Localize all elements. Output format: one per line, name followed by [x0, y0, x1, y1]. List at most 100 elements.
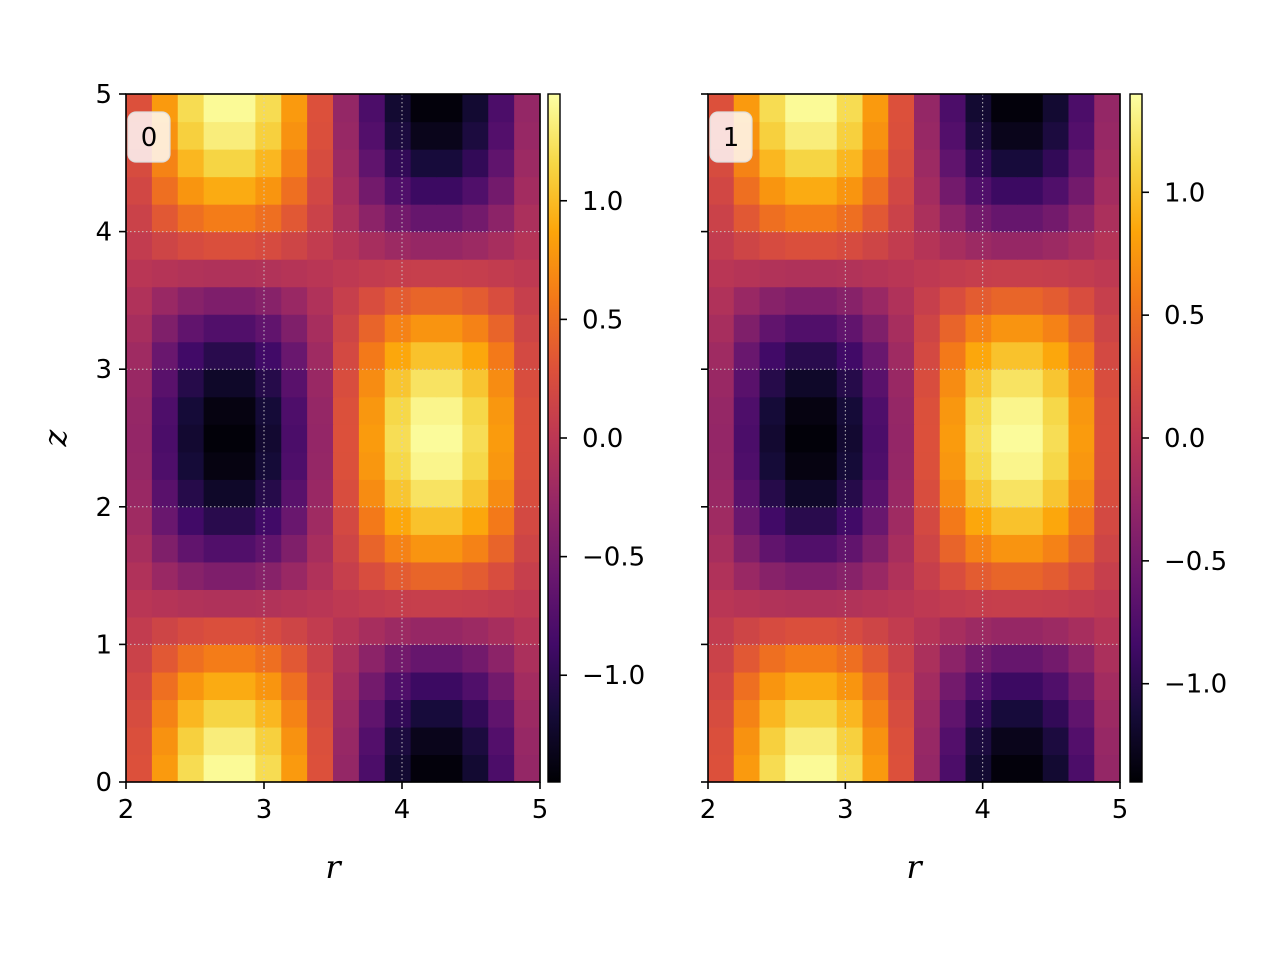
heatmap-cell	[281, 424, 308, 453]
heatmap-cell	[488, 424, 515, 453]
heatmap-cell	[733, 754, 761, 783]
heatmap-cell	[1094, 94, 1121, 123]
heatmap-cell	[759, 121, 786, 150]
heatmap-cell	[836, 149, 864, 178]
heatmap-cell	[939, 534, 967, 563]
panel-label-badge: 0	[127, 111, 171, 163]
heatmap-cell	[126, 424, 153, 453]
heatmap-cell	[836, 204, 864, 233]
heatmap-cell	[177, 671, 205, 701]
heatmap-cell	[384, 534, 412, 563]
heatmap-cell	[177, 534, 205, 563]
heatmap-cell	[307, 121, 334, 150]
heatmap-cell	[914, 424, 941, 453]
heatmap-cell	[1094, 754, 1121, 783]
heatmap-cell	[151, 424, 179, 453]
heatmap-cell	[151, 726, 179, 756]
heatmap-cell	[811, 341, 838, 370]
heatmap-cell	[1042, 259, 1070, 288]
heatmap-cell	[514, 396, 541, 425]
heatmap-cell	[255, 94, 282, 123]
heatmap-cell	[1017, 176, 1044, 205]
heatmap-cell	[384, 616, 412, 645]
heatmap-cell	[836, 286, 864, 315]
heatmap-cell	[126, 699, 153, 728]
colorbar-tick-label: −1.0	[582, 661, 645, 691]
heatmap-cell	[384, 424, 412, 453]
heatmap-cell	[333, 396, 360, 425]
heatmap-cell	[255, 754, 282, 783]
heatmap-cell	[126, 616, 153, 645]
heatmap-cell	[991, 699, 1018, 728]
heatmap-cell	[255, 506, 282, 535]
heatmap-cell	[384, 506, 412, 535]
heatmap-cell	[203, 726, 231, 756]
heatmap-cell	[888, 314, 915, 343]
heatmap-cell	[151, 754, 179, 783]
colorbar-tick-label: 0.0	[582, 424, 623, 454]
heatmap-cell	[1042, 699, 1070, 728]
heatmap-cell	[785, 726, 812, 756]
heatmap-cell	[1094, 341, 1121, 370]
heatmap-cell	[888, 451, 915, 480]
heatmap-cell	[1017, 286, 1044, 315]
heatmap-cell	[229, 396, 256, 425]
heatmap-cell	[914, 204, 941, 233]
heatmap-cell	[281, 699, 308, 728]
heatmap-cell	[1094, 314, 1121, 343]
heatmap-cell	[203, 479, 231, 508]
heatmap-cell	[281, 259, 308, 288]
heatmap-cell	[965, 94, 992, 123]
heatmap-cell	[410, 369, 438, 398]
y-tick-label: 0	[95, 768, 112, 798]
heatmap-cell	[939, 699, 967, 728]
heatmap-cell	[436, 754, 463, 783]
heatmap-cell	[384, 451, 412, 480]
heatmap-cell	[965, 506, 992, 535]
heatmap-cell	[1017, 396, 1044, 425]
heatmap-cell	[759, 231, 786, 260]
heatmap-cell	[759, 286, 786, 315]
heatmap-cell	[1042, 149, 1070, 178]
heatmap-cell	[1068, 314, 1095, 343]
heatmap-cell	[203, 589, 231, 618]
heatmap-cell	[358, 149, 386, 178]
heatmap-cell	[436, 341, 463, 370]
heatmap-cell	[759, 396, 786, 425]
heatmap-cell	[436, 561, 463, 590]
heatmap-cell	[436, 369, 463, 398]
heatmap-cell	[991, 726, 1018, 756]
heatmap-cell	[151, 369, 179, 398]
heatmap-cell	[203, 616, 231, 645]
heatmap-cell	[255, 369, 282, 398]
heatmap-cell	[126, 506, 153, 535]
heatmap-cell	[177, 424, 205, 453]
heatmap-cell	[384, 286, 412, 315]
heatmap-cell	[229, 589, 256, 618]
heatmap-cell	[785, 176, 812, 205]
heatmap-cell	[759, 149, 786, 178]
y-tick-label: 3	[95, 355, 112, 385]
heatmap-cell	[410, 424, 438, 453]
heatmap-cell	[436, 259, 463, 288]
heatmap-cell	[1068, 259, 1095, 288]
heatmap-cell	[759, 424, 786, 453]
heatmap-cell	[811, 314, 838, 343]
heatmap-cell	[733, 726, 761, 756]
heatmap-cell	[151, 231, 179, 260]
heatmap-cell	[151, 314, 179, 343]
heatmap-cell	[914, 644, 941, 673]
heatmap-cell	[811, 671, 838, 701]
heatmap-cell	[785, 561, 812, 590]
heatmap-cell	[410, 616, 438, 645]
heatmap-cell	[1094, 176, 1121, 205]
heatmap-cell	[1017, 754, 1044, 783]
heatmap-cell	[229, 534, 256, 563]
heatmap-cell	[307, 396, 334, 425]
heatmap-cell	[229, 644, 256, 673]
heatmap-cell	[307, 176, 334, 205]
heatmap-cell	[965, 534, 992, 563]
heatmap-cell	[436, 671, 463, 701]
heatmap-cell	[939, 176, 967, 205]
